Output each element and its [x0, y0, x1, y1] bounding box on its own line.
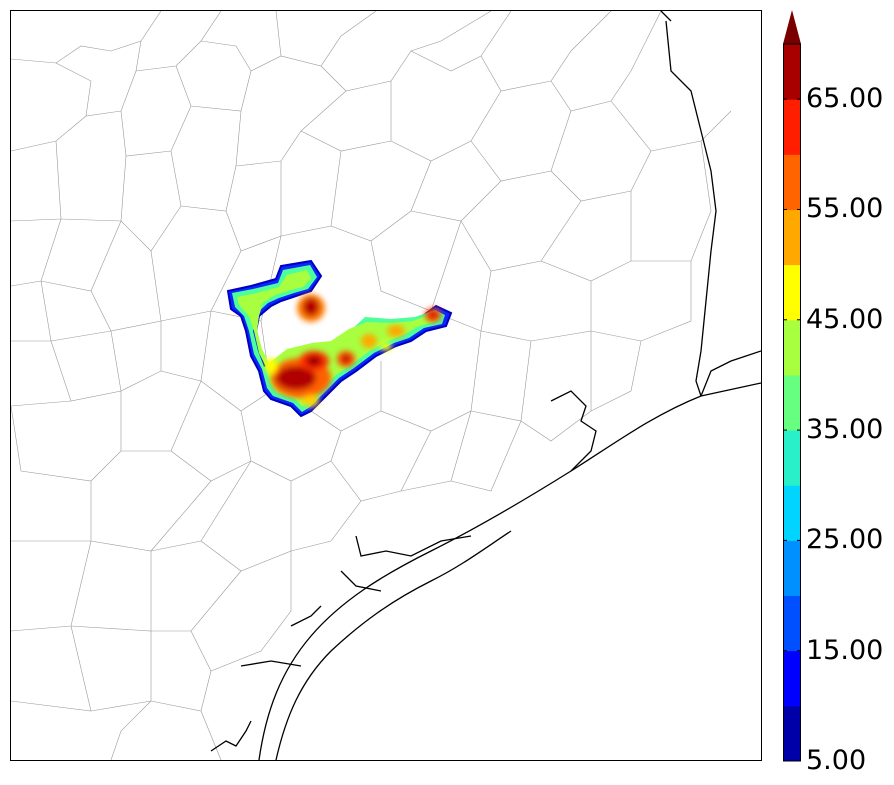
rainfall-field: [226, 259, 453, 418]
colorbar: [783, 10, 801, 762]
colorbar-tick-label: 5.00: [806, 745, 867, 776]
colorbar-band: [783, 264, 801, 321]
coastline: [210, 11, 761, 760]
colorbar-extend-arrow: [783, 10, 801, 44]
colorbar-band: [783, 99, 801, 155]
map-frame: [10, 10, 762, 761]
colorbar-ticks: [783, 98, 801, 762]
colorbar-tick-label: 65.00: [806, 83, 884, 115]
colorbar-band: [783, 374, 801, 431]
colorbar-band: [783, 44, 801, 100]
colorbar-band: [783, 319, 801, 376]
colorbar-band: [783, 650, 801, 707]
colorbar-tick-label: 15.00: [806, 634, 884, 666]
colorbar-band: [783, 705, 801, 762]
colorbar-outline: [783, 43, 801, 762]
colorbar-band: [783, 430, 801, 486]
colorbar-band: [783, 540, 801, 597]
colorbar-band: [783, 154, 801, 210]
colorbar-band: [783, 209, 801, 266]
colorbar-tick-label: 25.00: [806, 524, 884, 556]
colorbar-band: [783, 485, 801, 541]
colorbar-band: [783, 595, 801, 652]
map-canvas: [11, 11, 761, 760]
colorbar-tick-label: 35.00: [806, 414, 884, 446]
county-boundaries: [11, 11, 732, 760]
colorbar-bands: [783, 44, 801, 762]
colorbar-tick-label: 55.00: [806, 193, 884, 225]
colorbar-tick-label: 45.00: [806, 303, 884, 335]
